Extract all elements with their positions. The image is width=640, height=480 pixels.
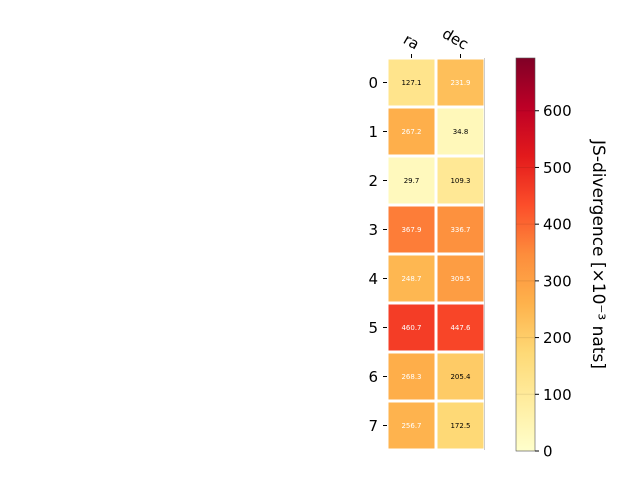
heatmap-cell-1-dec (437, 108, 484, 155)
colorbar-gradient (515, 57, 536, 452)
heatmap-cell-1-ra (388, 108, 435, 155)
cell-value-label: 248.7 (401, 275, 421, 283)
cell-value-label: 367.9 (401, 226, 421, 234)
cell-value-label: 127.1 (401, 79, 421, 87)
column-label-ra: ra (400, 30, 422, 53)
heatmap-cell-3-ra (388, 206, 435, 253)
row-label-6: 6 (368, 368, 378, 386)
heatmap-cell-2-dec (437, 157, 484, 204)
heatmap-cell-2-ra (388, 157, 435, 204)
row-label-3: 3 (368, 221, 378, 239)
cell-value-label: 205.4 (450, 373, 471, 381)
colorbar-tick-label: 0 (543, 443, 553, 461)
colorbar-tick-label: 200 (543, 329, 572, 347)
heatmap-cell-4-ra (388, 255, 435, 302)
heatmap-cell-4-dec (437, 255, 484, 302)
colorbar-tick-label: 400 (543, 216, 572, 234)
cell-value-label: 256.7 (401, 422, 421, 430)
heatmap-cell-6-dec (437, 353, 484, 400)
column-label-dec: dec (439, 24, 471, 53)
heatmap-cell-0-dec (437, 59, 484, 106)
heatmap-cell-3-dec (437, 206, 484, 253)
row-label-5: 5 (368, 319, 378, 337)
row-label-0: 0 (368, 74, 378, 92)
row-label-4: 4 (368, 270, 378, 288)
row-label-1: 1 (368, 123, 378, 141)
colorbar-label: JS-divergence [×10⁻³ nats] (588, 139, 608, 369)
heatmap-cell-7-ra (388, 402, 435, 449)
heatmap-cell-7-dec (437, 402, 484, 449)
heatmap-cell-5-dec (437, 304, 484, 351)
heatmap-cell-0-ra (388, 59, 435, 106)
cell-value-label: 34.8 (453, 128, 469, 136)
colorbar-tick-label: 600 (543, 102, 572, 120)
cell-value-label: 267.2 (401, 128, 421, 136)
cell-value-label: 231.9 (450, 79, 470, 87)
cell-value-label: 268.3 (401, 373, 421, 381)
cell-value-label: 309.5 (450, 275, 470, 283)
cell-value-label: 460.7 (401, 324, 421, 332)
cell-value-label: 109.3 (450, 177, 470, 185)
colorbar-tick-label: 500 (543, 159, 572, 177)
cell-value-label: 172.5 (450, 422, 470, 430)
heatmap-cell-6-ra (388, 353, 435, 400)
cell-value-label: 29.7 (404, 177, 420, 185)
colorbar-tick-label: 100 (543, 386, 572, 404)
cell-value-label: 447.6 (450, 324, 471, 332)
colorbar: 0 100 200 300 400 500 600 JS-divergence [×10⁻³ … (515, 57, 608, 461)
heatmap-cell-5-ra (388, 304, 435, 351)
row-label-2: 2 (368, 172, 378, 190)
colorbar-tick-label: 300 (543, 272, 572, 290)
cell-value-label: 336.7 (450, 226, 470, 234)
row-label-7: 7 (368, 417, 378, 435)
